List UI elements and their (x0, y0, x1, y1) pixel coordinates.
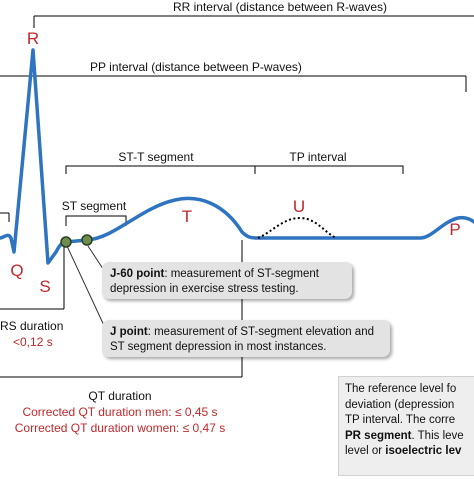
ecg-waveform (0, 48, 474, 265)
u-wave-dotted (257, 216, 337, 239)
j60-point-marker (81, 234, 93, 246)
j-point-callout: J point: measurement of ST-segment eleva… (102, 320, 390, 357)
qt-men-value: Corrected QT duration men: ≤ 0,45 s (22, 405, 217, 419)
st-segment-label: ST segment (62, 199, 127, 213)
j-callout-text2: ST segment depression in most instances. (110, 341, 327, 353)
reference-line-3: TP interval. The corre (345, 414, 456, 426)
st-segment-bracket (65, 215, 127, 226)
t-wave-label: T (182, 207, 192, 226)
qt-women-value: Corrected QT duration women: ≤ 0,47 s (15, 421, 225, 435)
q-wave-label: Q (10, 261, 23, 280)
reference-line-4: . This leve (411, 429, 464, 442)
u-wave-label: U (293, 197, 305, 216)
j60-callout-text2: depression in exercise stress testing. (110, 283, 299, 295)
j-callout-title: J point (110, 326, 148, 338)
tp-interval-bracket (254, 165, 404, 174)
reference-pr-segment: PR segment (345, 429, 412, 442)
reference-level-box: The reference level fo deviation (depres… (338, 376, 474, 476)
reference-line-1: The reference level fo (345, 383, 457, 395)
tp-interval-label: TP interval (289, 150, 346, 164)
qt-duration-label: QT duration (88, 389, 151, 403)
s-wave-label: S (39, 277, 50, 296)
j-point-marker (60, 236, 72, 248)
qrs-duration-bracket (0, 245, 65, 310)
j60-callout: J-60 point: measurement of ST-segment de… (102, 262, 352, 299)
rr-interval-bracket (33, 15, 474, 28)
qrs-duration-value: <0,12 s (13, 335, 53, 349)
p-wave-label: P (449, 220, 460, 239)
reference-isoelectric: isoelectric lev (385, 445, 462, 457)
rr-interval-label: RR interval (distance between R-waves) (173, 0, 387, 14)
j60-callout-text1: : measurement of ST-segment (164, 268, 319, 280)
st-t-segment-label: ST-T segment (118, 150, 194, 164)
st-t-segment-bracket (65, 165, 256, 174)
qrs-duration-label: RS duration (0, 319, 63, 333)
j60-callout-title: J-60 point (110, 268, 165, 280)
pp-interval-bracket (0, 75, 467, 92)
reference-line-5: level or (345, 445, 386, 457)
j-pointer (66, 245, 108, 333)
pp-interval-label: PP interval (distance between P-waves) (90, 60, 302, 74)
j-callout-text1: : measurement of ST-segment elevation an… (147, 326, 374, 338)
r-wave-label: R (27, 29, 39, 48)
reference-line-2: deviation (depression (345, 398, 455, 411)
